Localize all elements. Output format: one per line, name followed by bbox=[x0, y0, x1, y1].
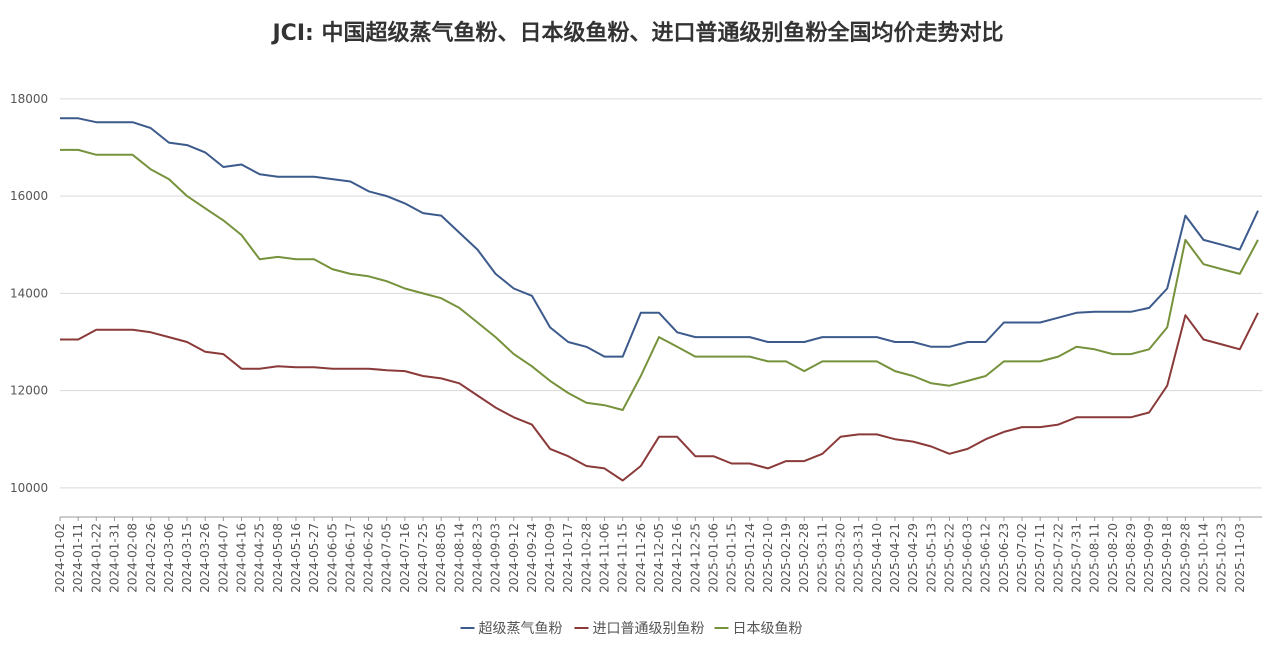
x-tick-label: 2024-08-05 bbox=[434, 523, 448, 593]
x-tick-label: 2024-06-26 bbox=[362, 523, 376, 593]
y-tick-label: 16000 bbox=[10, 189, 48, 203]
x-tick-label: 2025-06-12 bbox=[979, 523, 993, 593]
x-tick-label: 2024-09-03 bbox=[489, 523, 503, 593]
x-tick-label: 2025-08-20 bbox=[1106, 523, 1120, 593]
x-tick-label: 2024-06-05 bbox=[325, 523, 339, 593]
x-tick-label: 2024-10-17 bbox=[561, 523, 575, 593]
x-tick-label: 2025-02-19 bbox=[779, 523, 793, 593]
x-tick-label: 2024-06-17 bbox=[343, 523, 357, 593]
y-tick-label: 10000 bbox=[10, 481, 48, 495]
x-tick-label: 2024-04-07 bbox=[216, 523, 230, 593]
x-tick-label: 2025-08-11 bbox=[1088, 523, 1102, 593]
x-tick-label: 2024-10-28 bbox=[579, 523, 593, 593]
x-tick-label: 2025-05-13 bbox=[924, 523, 938, 593]
x-tick-label: 2024-05-27 bbox=[307, 523, 321, 593]
x-tick-label: 2025-07-11 bbox=[1033, 523, 1047, 593]
x-tick-label: 2025-01-15 bbox=[725, 523, 739, 593]
x-tick-label: 2025-06-23 bbox=[997, 523, 1011, 593]
x-tick-label: 2025-03-20 bbox=[834, 523, 848, 593]
series-line bbox=[60, 117, 1259, 358]
x-tick-label: 2024-04-16 bbox=[235, 523, 249, 593]
x-tick-label: 2025-04-21 bbox=[888, 523, 902, 593]
series-line bbox=[60, 312, 1259, 482]
x-tick-label: 2025-07-22 bbox=[1051, 523, 1065, 593]
x-tick-label: 2024-01-02 bbox=[53, 523, 67, 593]
x-tick-label: 2024-08-23 bbox=[470, 523, 484, 593]
x-tick-label: 2024-12-25 bbox=[688, 523, 702, 593]
x-tick-label: 2024-12-05 bbox=[652, 523, 666, 593]
series-line bbox=[60, 148, 1259, 411]
x-tick-label: 2025-01-24 bbox=[743, 523, 757, 593]
x-tick-label: 2024-02-26 bbox=[144, 523, 158, 593]
legend-label: 超级蒸气鱼粉 bbox=[479, 620, 563, 637]
x-tick-label: 2025-08-29 bbox=[1124, 523, 1138, 593]
x-tick-label: 2024-07-25 bbox=[416, 523, 430, 593]
x-tick-label: 2024-04-25 bbox=[253, 523, 267, 593]
x-tick-label: 2024-10-09 bbox=[543, 523, 557, 593]
x-tick-label: 2025-10-23 bbox=[1215, 523, 1229, 593]
x-tick-label: 2025-07-02 bbox=[1015, 523, 1029, 593]
x-tick-label: 2025-11-03 bbox=[1233, 523, 1247, 593]
x-tick-label: 2025-04-29 bbox=[906, 523, 920, 593]
legend-label: 进口普通级别鱼粉 bbox=[593, 620, 705, 637]
x-tick-label: 2025-10-14 bbox=[1197, 523, 1211, 593]
x-tick-label: 2024-09-12 bbox=[507, 523, 521, 593]
y-tick-label: 18000 bbox=[10, 92, 48, 106]
y-tick-label: 12000 bbox=[10, 384, 48, 398]
x-tick-label: 2025-09-28 bbox=[1178, 523, 1192, 593]
y-tick-label: 14000 bbox=[10, 286, 48, 300]
x-tick-label: 2025-03-31 bbox=[852, 523, 866, 593]
x-tick-label: 2025-06-03 bbox=[961, 523, 975, 593]
x-tick-label: 2024-12-16 bbox=[670, 523, 684, 593]
x-tick-label: 2024-05-16 bbox=[289, 523, 303, 593]
x-tick-label: 2024-07-05 bbox=[380, 523, 394, 593]
x-tick-label: 2025-04-10 bbox=[870, 523, 884, 593]
x-tick-label: 2024-03-15 bbox=[180, 523, 194, 593]
x-tick-label: 2024-01-22 bbox=[89, 523, 103, 593]
x-tick-label: 2025-03-11 bbox=[815, 523, 829, 593]
x-tick-label: 2024-03-26 bbox=[198, 523, 212, 593]
legend-label: 日本级鱼粉 bbox=[733, 620, 803, 637]
x-tick-label: 2025-07-31 bbox=[1069, 523, 1083, 593]
x-tick-label: 2024-02-08 bbox=[126, 523, 140, 593]
x-tick-label: 2025-09-18 bbox=[1160, 523, 1174, 593]
chart-title: JCI: 中国超级蒸气鱼粉、日本级鱼粉、进口普通级别鱼粉全国均价走势对比 bbox=[271, 20, 1004, 46]
x-tick-label: 2025-02-28 bbox=[797, 523, 811, 593]
x-tick-label: 2024-05-08 bbox=[271, 523, 285, 593]
x-tick-label: 2024-09-24 bbox=[525, 523, 539, 593]
x-tick-label: 2024-07-16 bbox=[398, 523, 412, 593]
x-tick-label: 2024-03-06 bbox=[162, 523, 176, 593]
x-tick-label: 2025-01-06 bbox=[706, 523, 720, 593]
x-tick-label: 2025-02-10 bbox=[761, 523, 775, 593]
x-tick-label: 2024-11-06 bbox=[598, 523, 612, 593]
x-tick-label: 2025-09-09 bbox=[1142, 523, 1156, 593]
x-tick-label: 2024-01-11 bbox=[71, 523, 85, 593]
x-tick-label: 2024-08-14 bbox=[452, 523, 466, 593]
x-tick-label: 2024-11-15 bbox=[616, 523, 630, 593]
x-tick-label: 2025-05-22 bbox=[942, 523, 956, 593]
x-tick-label: 2024-01-31 bbox=[107, 523, 121, 593]
x-tick-label: 2024-11-26 bbox=[634, 523, 648, 593]
